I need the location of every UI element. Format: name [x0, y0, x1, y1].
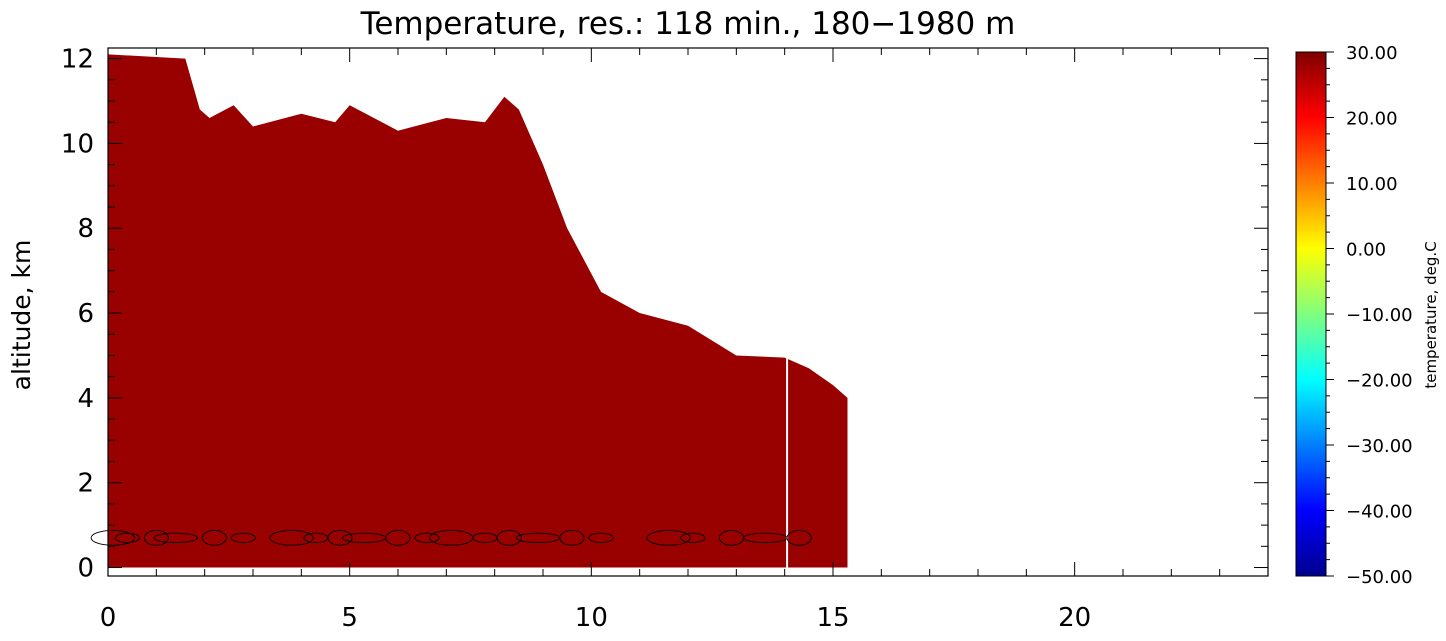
cloud-contour [143, 529, 169, 546]
colorbar [1295, 51, 1327, 577]
colorbar-tick-label: −50.00 [1346, 567, 1413, 588]
cloud-contour [680, 532, 706, 543]
cloud-contour [230, 532, 256, 543]
cloud-contour [559, 529, 585, 546]
cloud-contour [414, 532, 440, 543]
colorbar-tick-label: −30.00 [1346, 436, 1413, 457]
x-axis: 0 5 10 15 20 [100, 48, 1221, 633]
colorbar-tick-label: −20.00 [1346, 371, 1413, 392]
colorbar-label: temperature, deg.C [1422, 241, 1440, 388]
cloud-contour [201, 529, 227, 546]
cloud-contour [114, 532, 140, 543]
cloud-contour [269, 529, 314, 546]
x-tick-label: 10 [575, 603, 608, 633]
cloud-contour [496, 529, 522, 546]
x-tick-label: 0 [100, 603, 117, 633]
colorbar-tick-label: 10.00 [1346, 174, 1398, 195]
heatmap-fill [108, 54, 848, 568]
y-tick-label: 2 [77, 469, 94, 499]
colorbar-tick-label: 30.00 [1346, 43, 1398, 64]
y-tick-label: 4 [77, 384, 94, 414]
colorbar-tick-label: −10.00 [1346, 305, 1413, 326]
y-tick-label: 8 [77, 214, 94, 244]
colorbar-ticks: 30.00 20.00 10.00 0.00 −10.00 −20.00 −30.00 −40… [1326, 43, 1413, 588]
chart-title: Temperature, res.: 118 min., 180−1980 m [360, 6, 1016, 42]
y-axis-label: altitude, km [7, 240, 36, 391]
x-tick-label: 15 [816, 603, 849, 633]
colorbar-tick-label: 20.00 [1346, 109, 1398, 130]
cloud-contour [327, 529, 353, 546]
colorbar-tick-label: 0.00 [1346, 240, 1386, 261]
cloud-contour [90, 529, 136, 546]
x-tick-label: 5 [341, 603, 358, 633]
y-axis: 0 2 4 6 8 10 12 [61, 45, 1268, 584]
cloud-contour [153, 532, 198, 543]
y-tick-label: 12 [61, 45, 94, 75]
x-tick-label: 20 [1058, 603, 1091, 633]
cloud-contour [385, 529, 411, 546]
cloud-contour [786, 529, 812, 546]
y-tick-label: 6 [77, 299, 94, 329]
cloud-contours [90, 529, 812, 546]
heatmap-area [108, 54, 848, 568]
cloud-contour [646, 529, 691, 546]
colorbar-tick-label: −40.00 [1346, 502, 1413, 523]
y-tick-label: 0 [77, 554, 94, 584]
cloud-contour [588, 532, 614, 543]
y-tick-label: 10 [61, 129, 94, 159]
